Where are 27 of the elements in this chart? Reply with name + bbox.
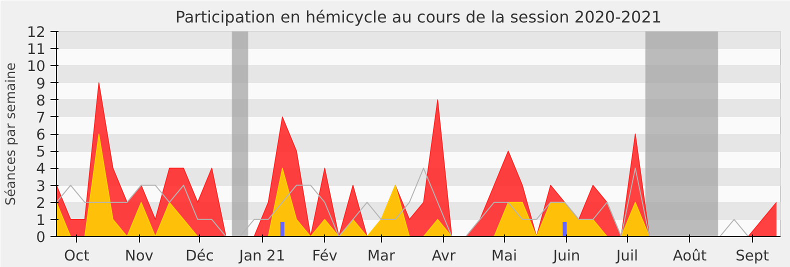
y-tick-label: 5 (36, 144, 46, 161)
y-tick-label: 8 (36, 92, 46, 110)
x-tick-label: Juil (615, 248, 638, 264)
y-tick-label: 7 (36, 109, 46, 126)
x-tick-label: Mar (367, 248, 396, 264)
x-tick-label: Oct (64, 248, 90, 264)
x-tick-label: Avr (432, 248, 457, 264)
y-tick-label: 4 (36, 160, 46, 178)
y-tick-label: 10 (26, 58, 46, 76)
y-tick-label: 2 (36, 194, 46, 212)
x-tick-label: Mai (491, 248, 518, 264)
x-tick-label: Nov (124, 248, 154, 264)
y-tick-label: 12 (26, 24, 46, 41)
x-tick-label: Jan 21 (238, 248, 286, 264)
x-tick-label: Juin (552, 248, 580, 264)
y-tick-label: 1 (36, 212, 46, 229)
y-axis-title: Séances par semaine (4, 62, 19, 206)
x-tick-label: Sept (736, 248, 770, 264)
x-tick-label: Fév (312, 248, 338, 264)
chart-title: Participation en hémicycle au cours de la session 2020-2021 (175, 8, 662, 26)
x-tick-label: Août (672, 248, 707, 264)
y-tick-label: 6 (36, 126, 46, 144)
y-tick-label: 11 (26, 41, 46, 58)
x-tick-label: Déc (186, 248, 214, 264)
y-tick-label: 9 (36, 75, 46, 92)
y-tick-label: 3 (36, 178, 46, 195)
y-tick-label: 0 (36, 229, 46, 246)
